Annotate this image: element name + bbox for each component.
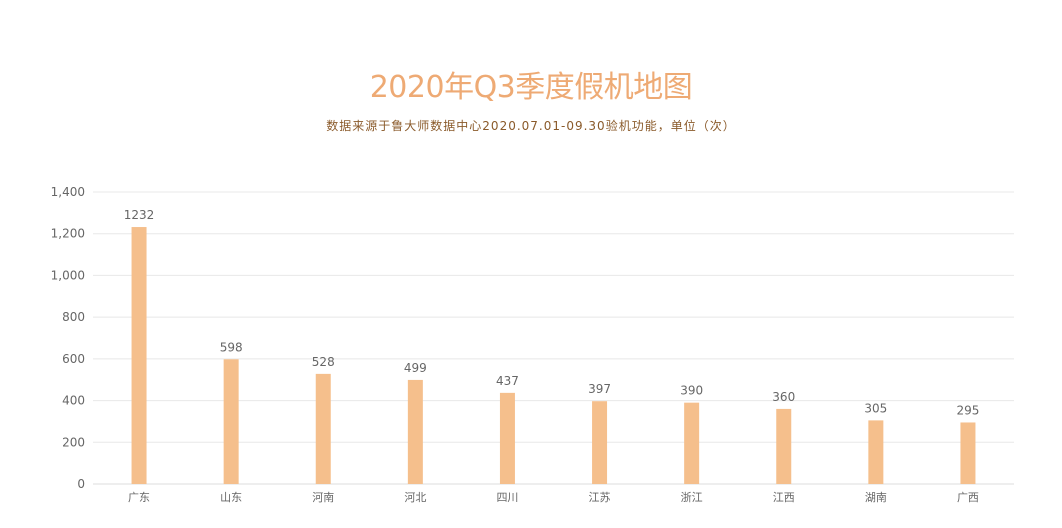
- data-label: 295: [956, 403, 979, 417]
- x-tick-label: 河南: [312, 491, 334, 504]
- x-tick-label: 四川: [496, 491, 518, 504]
- bar: [407, 379, 423, 484]
- chart-subtitle: 数据来源于鲁大师数据中心2020.07.01-09.30验机功能，单位（次）: [326, 119, 736, 133]
- data-label: 598: [220, 340, 243, 354]
- data-label: 1232: [124, 208, 155, 222]
- bar: [223, 359, 239, 484]
- x-tick-label: 浙江: [681, 491, 703, 504]
- data-label: 305: [864, 401, 887, 415]
- chart-title: 2020年Q3季度假机地图: [369, 70, 693, 105]
- x-tick-label: 山东: [220, 491, 242, 504]
- data-label: 360: [772, 390, 795, 404]
- bar: [315, 373, 331, 484]
- bar: [868, 420, 884, 484]
- x-tick-label: 广东: [128, 491, 150, 504]
- y-tick-label: 1,000: [51, 268, 85, 282]
- data-label: 528: [312, 355, 335, 369]
- data-label: 437: [496, 374, 519, 388]
- bar: [592, 401, 608, 484]
- data-label: 499: [404, 361, 427, 375]
- bar: [131, 227, 147, 485]
- data-label: 390: [680, 384, 703, 398]
- bar: [960, 422, 976, 484]
- y-tick-label: 1,400: [51, 185, 85, 199]
- x-tick-label: 广西: [957, 491, 979, 504]
- bar: [499, 392, 515, 484]
- x-tick-label: 湖南: [865, 491, 887, 504]
- y-tick-label: 400: [62, 394, 85, 408]
- y-tick-label: 800: [62, 310, 85, 324]
- bar: [684, 402, 700, 484]
- x-tick-label: 河北: [404, 491, 426, 504]
- y-tick-label: 200: [62, 435, 85, 449]
- y-tick-label: 1,200: [51, 227, 85, 241]
- x-tick-label: 江苏: [589, 491, 611, 504]
- x-tick-label: 江西: [773, 491, 795, 504]
- data-label: 397: [588, 382, 611, 396]
- y-tick-label: 600: [62, 352, 85, 366]
- bar: [776, 408, 792, 484]
- y-tick-label: 0: [77, 477, 85, 491]
